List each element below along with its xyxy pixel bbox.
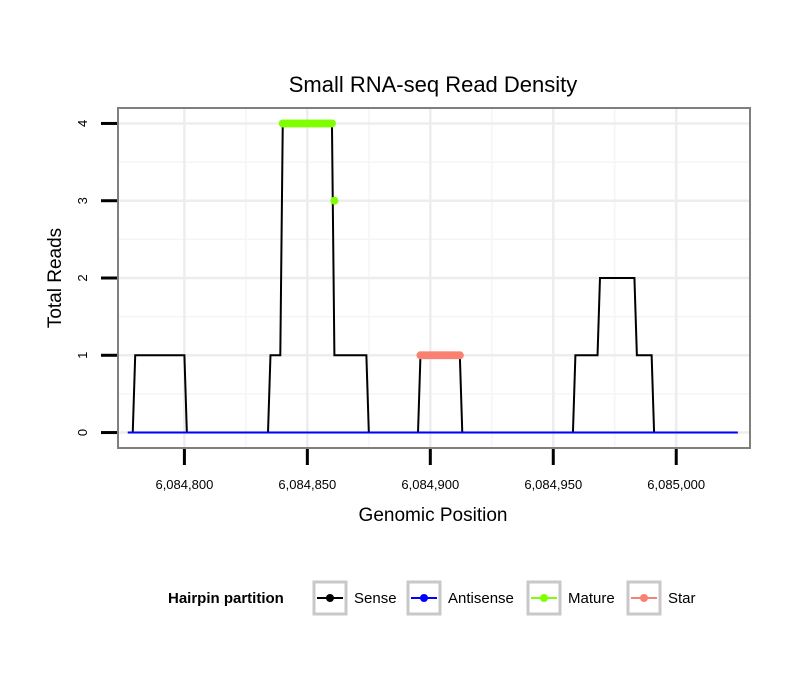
legend: Hairpin partition Sense Antisense Mature St… xyxy=(168,580,696,616)
chart-title: Small RNA-seq Read Density xyxy=(289,72,578,97)
legend-key-dot xyxy=(420,594,428,602)
panel-border xyxy=(117,107,751,449)
legend-key-dot xyxy=(326,594,334,602)
legend-label-mature: Mature xyxy=(568,590,615,607)
data-point-star xyxy=(455,351,464,360)
legend-label-sense: Sense xyxy=(354,590,397,607)
data-point-mature xyxy=(330,196,339,205)
legend-key-dot xyxy=(640,594,648,602)
y-axis-title: Total Reads xyxy=(45,228,66,328)
legend-key-dot xyxy=(540,594,548,602)
plot-panel xyxy=(118,108,750,448)
legend-label-antisense: Antisense xyxy=(448,590,514,607)
y-tick-label: 2 xyxy=(75,274,90,281)
x-tick-label: 6,084,950 xyxy=(524,477,582,492)
y-tick-label: 3 xyxy=(75,197,90,204)
x-tick-label: 6,084,850 xyxy=(278,477,336,492)
x-tick-label: 6,085,000 xyxy=(647,477,705,492)
y-tick-label: 4 xyxy=(75,120,90,127)
axes-layer: 6,084,800 6,084,850 6,084,900 6,084,950 6,08… xyxy=(75,107,751,492)
legend-item-mature: Mature xyxy=(526,580,615,616)
series-layer xyxy=(127,119,738,434)
y-tick-label: 1 xyxy=(75,352,90,359)
legend-item-sense: Sense xyxy=(312,580,397,616)
x-tick-label: 6,084,900 xyxy=(401,477,459,492)
x-axis-title: Genomic Position xyxy=(359,505,508,526)
legend-item-star: Star xyxy=(626,580,696,616)
data-point-mature xyxy=(327,119,336,128)
x-tick-label: 6,084,800 xyxy=(155,477,213,492)
legend-title: Hairpin partition xyxy=(168,590,284,607)
legend-item-antisense: Antisense xyxy=(406,580,514,616)
legend-label-star: Star xyxy=(668,590,696,607)
y-tick-label: 0 xyxy=(75,429,90,436)
